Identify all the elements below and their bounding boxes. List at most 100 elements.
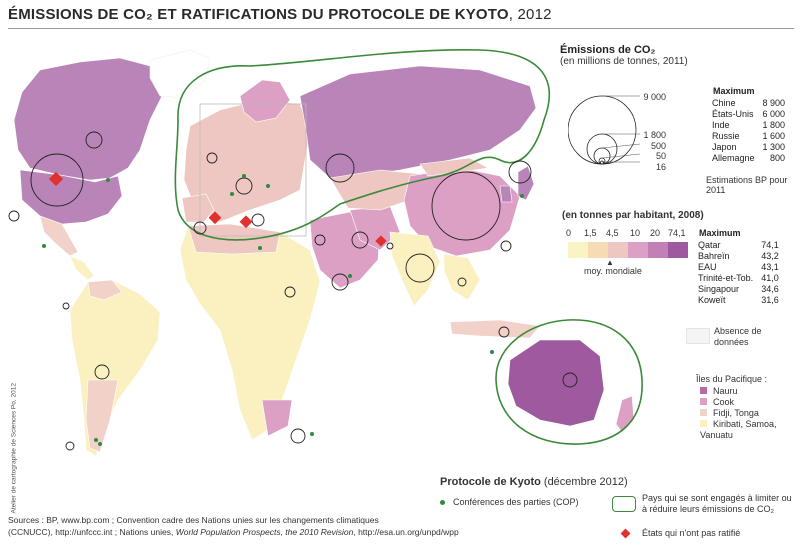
pacific-item-label: Nauru	[713, 386, 738, 396]
cop-dot	[106, 178, 110, 182]
pacific-item: Nauru	[700, 386, 780, 397]
row-value: 1 600	[762, 131, 786, 141]
row-value: 74,1	[761, 240, 779, 250]
kyoto-outlines	[174, 49, 643, 445]
land-central-america	[69, 255, 95, 281]
row-country: Allemagne	[712, 153, 755, 163]
pacific-item: Kiribati, Samoa, Vanuatu	[700, 419, 780, 441]
land-south-america	[69, 279, 161, 457]
pacific-item-label: Cook	[713, 397, 735, 407]
land-se-asia	[443, 253, 481, 301]
title-rule	[8, 28, 794, 29]
circle-china	[431, 171, 501, 241]
per-capita-tick-labels: 0 1,5 4,5 10 20 74,1	[566, 228, 686, 240]
circle-india	[405, 253, 435, 283]
credit: Atelier de cartographie de Sciences Po, …	[10, 383, 18, 514]
row-country: EAU	[698, 262, 717, 272]
row-value: 31,6	[761, 295, 779, 305]
color-swatch	[588, 242, 608, 258]
map-title-main: ÉMISSIONS DE CO₂ ET RATIFICATIONS DU PRO…	[8, 6, 509, 23]
row-country: Singapour	[698, 284, 740, 294]
cop-dots	[42, 174, 524, 446]
not-ratified-label: États qui n'ont pas ratifié	[642, 528, 741, 538]
kyoto-outline-oceania	[495, 319, 643, 445]
circle-france	[193, 221, 207, 235]
circle-indonesia	[498, 326, 510, 338]
table-row: Inde 1 800	[712, 120, 785, 131]
cop-dot	[98, 442, 102, 446]
circle-egypt	[284, 286, 296, 298]
kyoto-date: (décembre 2012)	[543, 476, 628, 488]
not-ratified-afghanistan	[375, 235, 387, 247]
table-row: Singapour 34,6	[698, 284, 779, 295]
map-title: ÉMISSIONS DE CO₂ ET RATIFICATIONS DU PRO…	[8, 6, 552, 23]
scale-circle-16	[600, 160, 604, 165]
cop-dot	[242, 174, 246, 178]
land-north-africa	[187, 223, 281, 255]
land-iberia	[181, 193, 215, 223]
color-swatch	[668, 242, 688, 258]
land-russia	[299, 65, 537, 179]
legend-emissions-subtitle: (en millions de tonnes, 2011)	[560, 56, 688, 67]
table-row: Allemagne 800	[712, 153, 785, 164]
row-country: Russie	[712, 131, 740, 141]
row-country: États-Unis	[712, 109, 754, 119]
cop-label: Conférences des parties (COP)	[453, 497, 579, 507]
row-value: 800	[770, 153, 786, 163]
land-mexico	[39, 215, 79, 257]
legend-emissions-title: Émissions de CO₂	[560, 44, 656, 56]
world-map	[8, 49, 643, 457]
world-avg-label: moy. mondiale	[584, 266, 642, 276]
row-value: 43,2	[761, 251, 779, 261]
emissions-max-table: Maximum Chine 8 900 États-Unis 6 000 Inde 1…	[712, 84, 785, 164]
sources-title: World Population Prospects, the 2010 Rev…	[175, 527, 354, 537]
pacific-swatch	[700, 409, 707, 416]
legend-scale-values-lower: 1 800 500 50 16	[640, 130, 666, 172]
row-value: 1 300	[762, 142, 786, 152]
circle-usa	[30, 153, 84, 207]
kyoto-outline-eurasia	[174, 49, 550, 241]
per-capita-max-header: Maximum	[699, 228, 741, 238]
circle-thailand	[457, 277, 467, 287]
table-row: Chine 8 900	[712, 98, 785, 109]
scale-value: 9 000	[643, 92, 666, 102]
land-greenland	[149, 49, 211, 99]
land-nz	[615, 395, 635, 433]
row-value: 8 900	[762, 98, 786, 108]
land-china	[403, 167, 521, 257]
cop-dot	[230, 192, 234, 196]
world-avg-marker: ▲	[606, 258, 614, 267]
sources-line1: Sources : BP, www.bp.com ; Convention ca…	[8, 515, 379, 525]
pacific-list: Nauru Cook Fidji, Tonga Kiribati, Samoa,…	[700, 386, 780, 441]
sources-line2: (CCNUCC), http://unfccc.int ; Nations un…	[8, 526, 608, 538]
committed-swatch	[612, 496, 636, 512]
circle-mexico	[8, 210, 20, 222]
row-country: Bahreïn	[698, 251, 730, 261]
row-value: 1 800	[762, 120, 786, 130]
land-south-africa	[261, 399, 293, 437]
land-india	[389, 231, 441, 307]
sources-part: , http://esa.un.org/unpd/wpp	[353, 527, 459, 537]
tick-label: 0	[566, 228, 572, 238]
kyoto-title: Protocole de Kyoto	[440, 476, 541, 488]
not-ratified-andorra	[208, 211, 222, 225]
row-country: Koweït	[698, 295, 726, 305]
row-value: 43,1	[761, 262, 779, 272]
cop-dot	[258, 246, 262, 250]
land-canada	[13, 57, 171, 181]
per-capita-max-table: Maximum Qatar 74,1 Bahreïn 43,2 EAU 43,1 Tr…	[698, 226, 779, 306]
sources-part: (CCNUCC), http://unfccc.int ; Nations un…	[8, 527, 176, 537]
land-korea	[499, 185, 513, 203]
pacific-item: Fidji, Tonga	[700, 408, 780, 419]
cop-dot	[94, 438, 98, 442]
land-africa	[179, 223, 321, 441]
cop-dot	[310, 432, 314, 436]
land-venezuela	[87, 279, 123, 301]
kyoto-legend-title: Protocole de Kyoto (décembre 2012)	[440, 476, 628, 488]
color-swatch	[568, 242, 588, 258]
table-row: Qatar 74,1	[698, 240, 779, 251]
land-australia	[507, 339, 605, 427]
legend-scale-values: 9 000	[640, 92, 666, 102]
circle-argentina	[65, 441, 75, 451]
color-swatch	[648, 242, 668, 258]
